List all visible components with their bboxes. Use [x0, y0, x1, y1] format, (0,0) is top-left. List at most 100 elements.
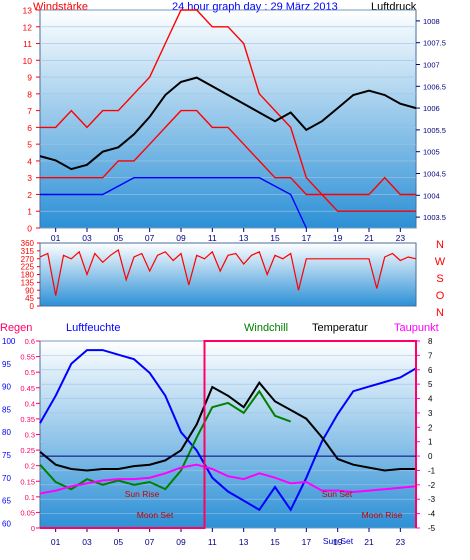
legend-label: Luftfeuchte	[66, 322, 120, 334]
left-tick-label: 6	[27, 123, 32, 133]
compass-label: O	[436, 290, 445, 302]
left-tick-label: 7	[27, 106, 32, 116]
right-tick-label: 1004	[423, 191, 440, 200]
left-tick-label: 315	[21, 247, 35, 256]
compass-label: S	[436, 273, 443, 285]
rain-tick-label: 0.5	[25, 368, 35, 377]
temp-tick-label: -1	[428, 466, 436, 475]
left-tick-label: 225	[21, 263, 35, 272]
left-tick-label: 45	[25, 294, 34, 303]
series-line	[39, 349, 417, 512]
legend-label: Regen	[0, 322, 32, 334]
right-tick-label: 1005.5	[423, 126, 446, 135]
humidity-tick-label: 85	[2, 405, 11, 414]
humidity-tick-label: 70	[2, 474, 11, 483]
x-tick-label: 05	[114, 537, 124, 547]
temp-tick-label: -5	[428, 524, 436, 533]
wind-direction-plot-area	[39, 242, 417, 307]
rain-tick-label: 0.3	[25, 431, 35, 440]
x-tick-label: 19	[333, 537, 343, 547]
wind-strength-label: Windstärke	[33, 1, 88, 13]
left-tick-label: 8	[27, 89, 32, 99]
x-tick-label: 23	[396, 537, 406, 547]
left-tick-label: 13	[23, 6, 33, 16]
rain-tick-label: 0.4	[25, 399, 35, 408]
temp-tick-label: 7	[428, 351, 433, 360]
left-tick-label: 90	[25, 286, 34, 295]
left-tick-label: 135	[21, 278, 35, 287]
left-tick-label: 1	[27, 207, 32, 217]
left-tick-label: 10	[23, 56, 33, 66]
temp-tick-label: 2	[428, 423, 433, 432]
x-tick-label: 15	[270, 537, 280, 547]
right-tick-label: 1007	[423, 61, 440, 70]
rain-tick-label: 0.25	[20, 446, 35, 455]
left-tick-label: 0	[27, 224, 32, 234]
series-line	[40, 176, 307, 229]
compass-label: W	[435, 256, 446, 268]
left-tick-label: 270	[21, 255, 35, 264]
temp-tick-label: -4	[428, 510, 436, 519]
x-tick-label: 21	[364, 233, 374, 243]
temp-tick-label: 1	[428, 438, 433, 447]
legend-label: Taupunkt	[394, 322, 439, 334]
series-line	[39, 389, 292, 491]
x-tick-label: 23	[396, 233, 406, 243]
temp-tick-label: 0	[428, 452, 433, 461]
left-tick-label: 11	[23, 39, 32, 49]
temp-tick-label: 5	[428, 380, 433, 389]
x-tick-label: 15	[270, 233, 280, 243]
series-line	[39, 76, 417, 171]
temp-tick-label: -3	[428, 495, 436, 504]
temp-tick-label: 8	[428, 337, 433, 346]
x-tick-label: 07	[145, 233, 155, 243]
series-line	[39, 249, 417, 296]
x-tick-label: 05	[114, 233, 124, 243]
compass-label: N	[436, 307, 444, 319]
x-tick-label: 03	[82, 233, 92, 243]
x-tick-label: 01	[51, 233, 61, 243]
event-annotation: Sun Rise	[125, 489, 160, 499]
left-tick-label: 9	[27, 73, 32, 83]
humidity-tick-label: 100	[2, 337, 16, 346]
temp-tick-label: 3	[428, 409, 433, 418]
series-line	[39, 463, 417, 495]
compass-label: N	[436, 239, 444, 251]
legend-label: Temperatur	[312, 322, 368, 334]
humidity-tick-label: 60	[2, 519, 11, 528]
right-tick-label: 1006	[423, 104, 440, 113]
left-tick-label: 5	[27, 140, 32, 150]
x-tick-label: 19	[333, 233, 343, 243]
series-line	[40, 109, 416, 212]
right-tick-label: 1007.5	[423, 39, 446, 48]
left-tick-label: 12	[23, 22, 33, 32]
left-tick-label: 4	[27, 156, 32, 166]
rain-tick-label: 0.45	[20, 384, 35, 393]
x-tick-label: 09	[176, 537, 186, 547]
x-tick-label: 13	[239, 537, 249, 547]
right-tick-label: 1003.5	[423, 213, 446, 222]
legend-label: Windchill	[244, 322, 288, 334]
x-tick-label: 09	[176, 233, 186, 243]
temp-tick-label: 4	[428, 395, 433, 404]
rain-tick-label: 0.1	[25, 493, 35, 502]
left-tick-label: 360	[21, 239, 35, 248]
left-tick-label: 180	[21, 271, 35, 280]
x-tick-label: 11	[208, 537, 217, 547]
event-annotation: Moon Set	[137, 510, 174, 520]
x-tick-label: 17	[302, 233, 312, 243]
pressure-label: Luftdruck	[371, 1, 417, 13]
humidity-tick-label: 75	[2, 451, 11, 460]
left-tick-label: 3	[27, 173, 32, 183]
x-tick-label: 01	[51, 537, 61, 547]
x-tick-label: 03	[82, 537, 92, 547]
humidity-tick-label: 95	[2, 360, 11, 369]
x-tick-label: 21	[364, 537, 374, 547]
right-tick-label: 1008	[423, 17, 440, 26]
x-tick-label: 13	[239, 233, 249, 243]
x-tick-label: 17	[302, 537, 312, 547]
weather-plot-area	[39, 340, 417, 529]
left-tick-label: 0	[30, 302, 35, 311]
